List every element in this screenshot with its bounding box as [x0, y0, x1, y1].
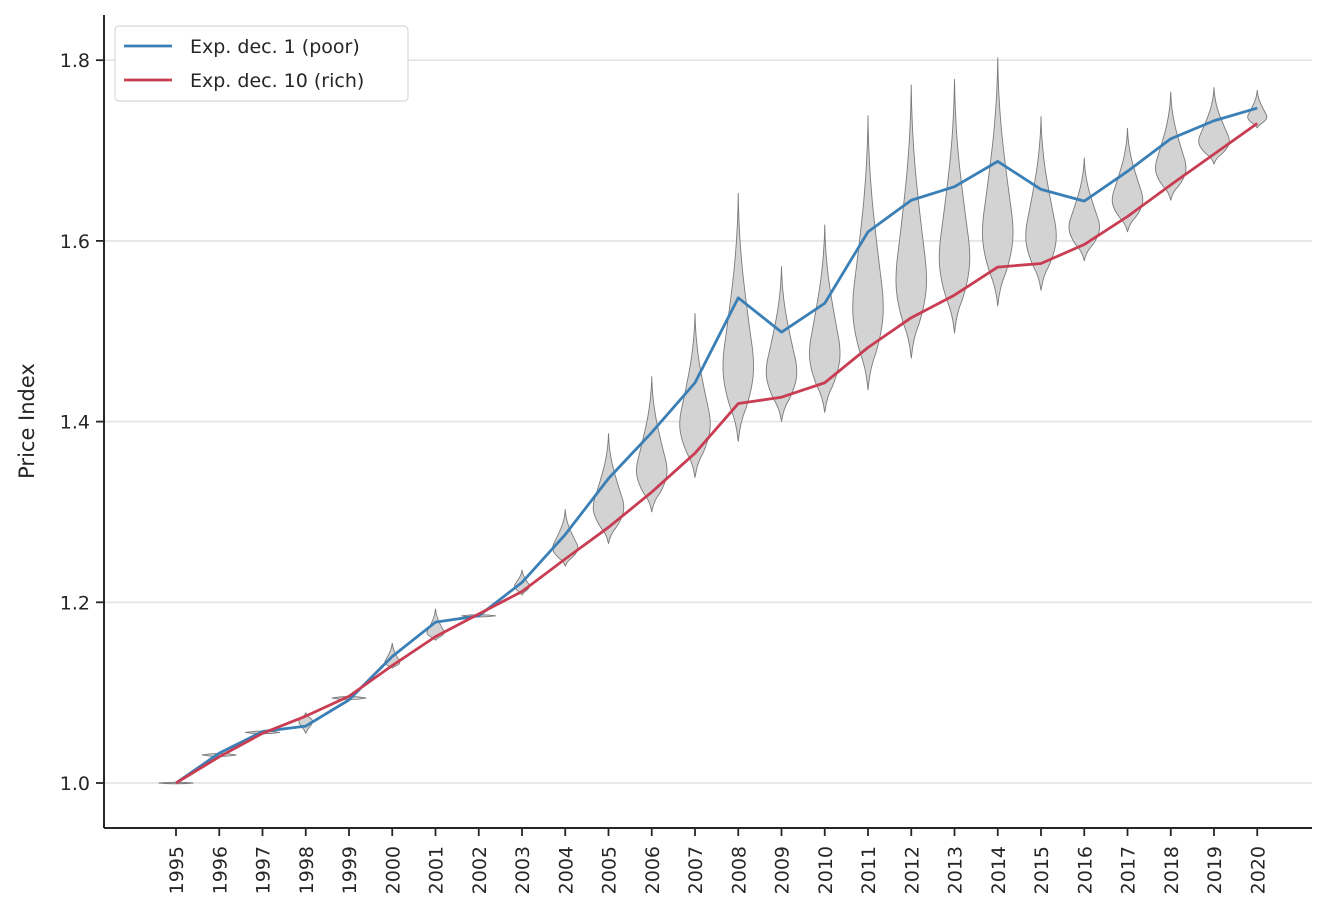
violin-2010	[809, 224, 841, 414]
violin-2016	[1068, 157, 1100, 262]
violin-1996	[201, 752, 237, 758]
x-tick-label: 2007	[685, 846, 707, 894]
y-tick-label: 1.4	[60, 412, 90, 434]
legend-box	[114, 25, 409, 102]
x-tick-label: 2020	[1247, 846, 1269, 894]
y-tick-label: 1.6	[60, 231, 90, 253]
x-tick-label: 2011	[858, 846, 880, 894]
x-tick-label: 2002	[469, 846, 491, 894]
x-tick-label: 1995	[166, 846, 188, 894]
x-tick-label: 1998	[296, 846, 318, 894]
legend-label-2: Exp. dec. 10 (rich)	[190, 70, 364, 92]
x-tick-label: 2016	[1074, 846, 1096, 894]
y-tick-label: 1.8	[60, 50, 90, 72]
x-tick-label: 2003	[512, 846, 534, 894]
axes: 1.0 1.2 1.4 1.6 1.8 1995 1996 1997 1998 1999 2000 2…	[60, 15, 1312, 894]
x-tick-label: 2006	[642, 846, 664, 894]
violin-2019	[1198, 87, 1230, 165]
y-tick-label: 1.0	[60, 773, 90, 795]
x-tick-label: 1997	[253, 846, 275, 894]
y-axis-title: Price Index	[15, 363, 39, 479]
violin-2011	[852, 115, 884, 391]
violin-2004	[552, 509, 579, 567]
violin-2006	[636, 376, 668, 513]
legend-label-1: Exp. dec. 1 (poor)	[190, 36, 360, 58]
x-tick-label: 2000	[382, 846, 404, 894]
x-tick-label: 2010	[815, 846, 837, 894]
violin-2012	[895, 84, 927, 359]
x-tick-label: 1996	[209, 846, 231, 894]
legend: Exp. dec. 1 (poor) Exp. dec. 10 (rich)	[114, 25, 409, 102]
violin-2009	[765, 266, 798, 423]
x-tick-label: 2015	[1031, 846, 1053, 894]
x-tick-label: 2012	[901, 846, 923, 894]
x-tick-label: 2017	[1118, 846, 1140, 894]
series-lines	[175, 106, 1259, 785]
y-tick-label: 1.2	[60, 592, 90, 614]
violin-2018	[1155, 91, 1187, 201]
x-tick-label: 2013	[945, 846, 967, 894]
x-tick-label: 2001	[426, 846, 448, 894]
violin-distributions	[158, 57, 1268, 785]
series-line-2	[175, 122, 1259, 785]
violin-2015	[1025, 116, 1057, 292]
x-tick-label: 2005	[599, 846, 621, 894]
x-tick-label: 2019	[1204, 846, 1226, 894]
x-tick-label: 2008	[728, 846, 750, 894]
violin-2013	[938, 79, 971, 334]
x-tick-label: 2014	[988, 846, 1010, 894]
violin-2017	[1111, 127, 1144, 233]
violin-2014	[982, 57, 1014, 307]
violin-2007	[679, 313, 711, 479]
x-tick-label: 2004	[555, 846, 577, 894]
x-tick-label: 2018	[1161, 846, 1183, 894]
x-tick-label: 2009	[772, 846, 794, 894]
x-tick-label: 1999	[339, 846, 361, 894]
